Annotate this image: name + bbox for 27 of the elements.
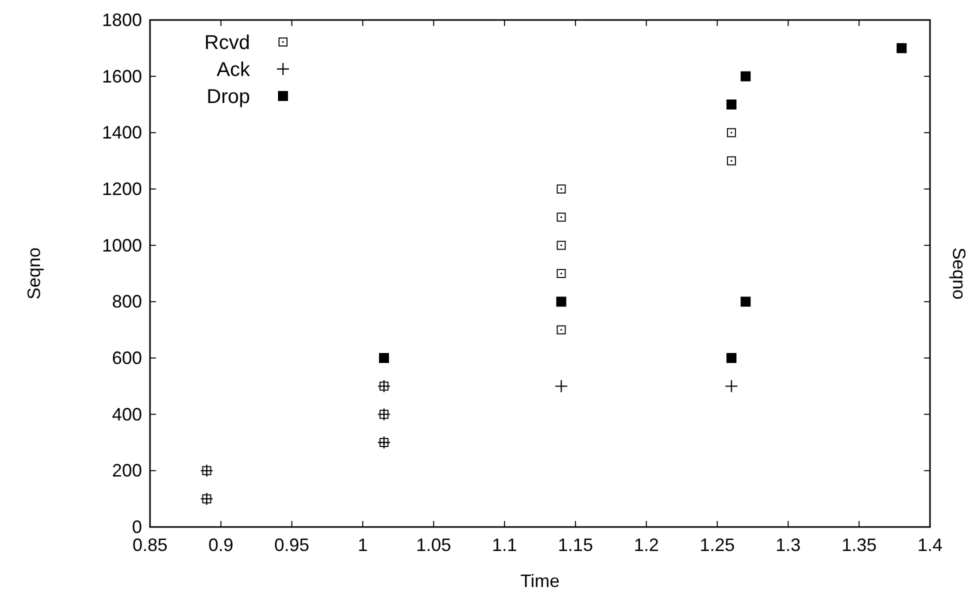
x-tick-label: 1.2 bbox=[634, 535, 659, 555]
y-tick-label: 800 bbox=[112, 292, 142, 312]
y-tick-label: 1200 bbox=[102, 179, 142, 199]
x-tick-label: 1.4 bbox=[917, 535, 943, 555]
x-tick-label: 0.9 bbox=[208, 535, 234, 555]
x-tick-label: 1.15 bbox=[558, 535, 593, 555]
y-tick-label: 0 bbox=[132, 517, 142, 537]
legend-label: Drop bbox=[206, 86, 250, 108]
x-tick-label: 0.85 bbox=[132, 535, 168, 555]
x-tick-label: 1.35 bbox=[842, 535, 877, 555]
y-tick-label: 1800 bbox=[102, 10, 142, 30]
y-tick-label: 600 bbox=[112, 348, 142, 368]
y-tick-label: 1000 bbox=[102, 235, 142, 256]
y-tick-label: 400 bbox=[112, 404, 142, 424]
x-tick-label: 1.1 bbox=[492, 535, 518, 555]
x-axis-title: Time bbox=[520, 571, 560, 591]
x-tick-label: 1.05 bbox=[416, 535, 452, 555]
y-tick-label: 1600 bbox=[102, 66, 142, 86]
y-tick-label: 200 bbox=[112, 460, 142, 481]
x-tick-label: 1.3 bbox=[776, 535, 801, 555]
y-axis-title: Seqno bbox=[24, 247, 44, 300]
y2-axis-title: Seqno bbox=[949, 247, 969, 300]
x-tick-label: 1 bbox=[358, 535, 368, 555]
legend-label: Ack bbox=[216, 59, 251, 81]
x-tick-label: 1.25 bbox=[700, 535, 735, 555]
x-tick-label: 0.95 bbox=[274, 535, 310, 555]
y-tick-label: 1400 bbox=[102, 122, 142, 143]
